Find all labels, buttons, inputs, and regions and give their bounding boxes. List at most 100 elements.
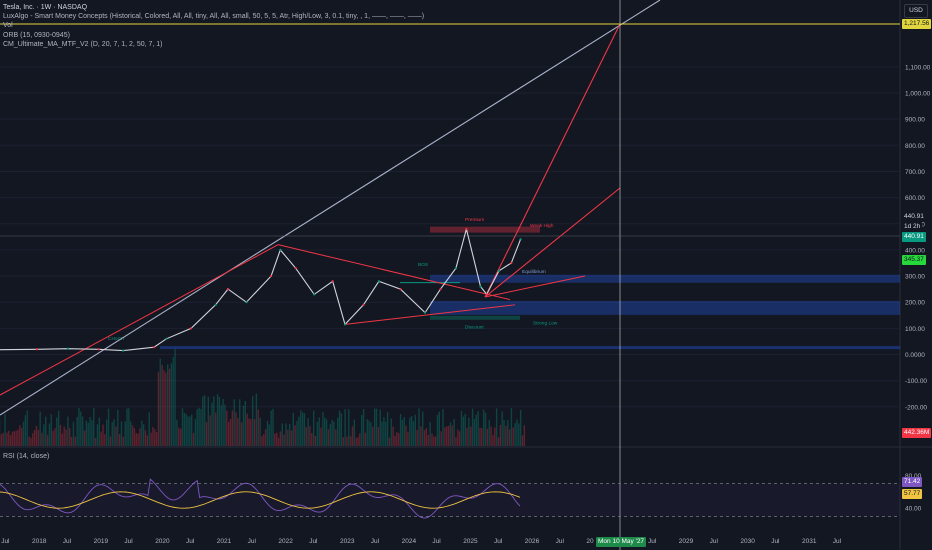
volume-bar: [266, 420, 269, 446]
volume-bar: [161, 365, 163, 446]
volume-bar: [514, 423, 516, 446]
discount-zone: [430, 315, 520, 320]
volume-bar: [157, 372, 160, 446]
symbol-title[interactable]: Tesla, Inc. · 1W · NASDAQ: [3, 4, 88, 11]
volume-bar: [359, 433, 361, 446]
volume-bar: [446, 426, 448, 446]
volume-bar: [388, 437, 391, 446]
price-point: [331, 280, 334, 283]
volume-bar: [414, 414, 417, 446]
volume-bar: [281, 423, 283, 446]
volume-bar: [222, 398, 224, 446]
volume-bar: [495, 408, 498, 446]
volume-bar: [290, 430, 293, 446]
last-price-tag: 440.91: [902, 212, 926, 222]
volume-bar: [397, 433, 400, 446]
volume-bar: [93, 408, 95, 446]
volume-bar: [316, 421, 319, 446]
volume-bar: [115, 426, 117, 446]
volume-bar: [420, 426, 422, 446]
time-axis-label: Jul: [648, 538, 657, 545]
volume-bar: [510, 408, 513, 446]
legend-cm-ma[interactable]: CM_Ultimate_MA_MTF_V2 (D, 20, 7, 1, 2, 5…: [3, 40, 163, 48]
volume-bar: [423, 430, 426, 446]
volume-bar: [2, 432, 4, 446]
volume-bar: [471, 408, 474, 446]
volume-bar: [373, 408, 376, 446]
volume-bar: [462, 416, 465, 446]
volume-bar: [311, 433, 313, 446]
price-point: [479, 285, 482, 288]
volume-bar: [57, 410, 60, 446]
volume-bar: [318, 417, 320, 446]
volume-bar: [473, 419, 476, 446]
volume-bar: [20, 428, 23, 446]
volume-bar: [451, 425, 453, 446]
volume-bar: [67, 416, 69, 446]
crosshair-date-tag: Mon 10 May '27: [596, 537, 647, 547]
volume-bar: [444, 427, 446, 446]
volume-bar: [357, 437, 359, 446]
volume-bar: [231, 410, 234, 446]
price-point: [439, 288, 442, 291]
volume-bar: [202, 396, 204, 446]
volume-bar: [312, 410, 315, 446]
volume-bar: [377, 427, 380, 446]
volume-bar: [104, 434, 106, 446]
volume-bar: [294, 425, 296, 446]
volume-bar: [264, 429, 267, 446]
volume-bar: [35, 425, 38, 446]
volume-bar: [113, 419, 115, 446]
currency-button[interactable]: USD: [904, 4, 928, 18]
volume-bar: [118, 433, 121, 446]
rsi-value-tag: 71.42: [902, 477, 923, 487]
volume-bar: [220, 405, 222, 446]
price-point: [454, 267, 457, 270]
volume-bar: [410, 416, 413, 446]
price-point: [226, 288, 230, 291]
time-axis-label: Jul: [309, 538, 318, 545]
volume-bar: [203, 395, 206, 446]
volume-bar: [383, 417, 385, 446]
volume-bar: [479, 427, 481, 446]
volume-bar: [349, 436, 352, 446]
volume-bar: [141, 420, 143, 446]
volume-bar: [309, 426, 311, 446]
volume-bar: [224, 404, 226, 446]
time-axis-label: Jul: [833, 538, 842, 545]
rsi-pane[interactable]: [0, 449, 900, 531]
price-point: [485, 293, 488, 296]
volume-bar: [81, 416, 84, 446]
volume-bar: [9, 435, 12, 446]
volume-bar: [128, 408, 130, 446]
volume-bar: [348, 409, 350, 446]
volume-bar: [322, 412, 324, 446]
low-zone: [160, 346, 900, 350]
crosshair-price-tag: 1,217.56: [902, 19, 932, 29]
support-trendline: [344, 304, 516, 325]
volume-bar: [455, 437, 457, 446]
rsi-legend[interactable]: RSI (14, close): [3, 453, 50, 460]
volume-bar: [172, 356, 174, 446]
volume-bar: [336, 417, 339, 446]
volume-bar: [11, 431, 14, 446]
volume-bar: [50, 414, 52, 446]
legend-vol[interactable]: Vol: [3, 22, 13, 30]
volume-bar: [227, 421, 230, 446]
legend-orb[interactable]: ORB (15, 0930-0945): [3, 31, 70, 39]
volume-bar: [229, 418, 232, 446]
volume-bar: [165, 372, 167, 446]
volume-bar: [215, 412, 217, 446]
volume-bar: [482, 409, 485, 446]
volume-bar: [255, 393, 258, 446]
volume-bar: [246, 413, 248, 446]
volume-bar: [139, 428, 141, 446]
price-tick-label: 100.00: [905, 326, 925, 333]
legend-smc[interactable]: LuxAlgo - Smart Money Concepts (Historic…: [3, 13, 425, 21]
volume-bar: [470, 426, 472, 446]
price-point: [519, 238, 522, 241]
volume-bar: [78, 408, 80, 446]
main-pane[interactable]: [0, 0, 900, 446]
volume-bar: [15, 430, 17, 446]
